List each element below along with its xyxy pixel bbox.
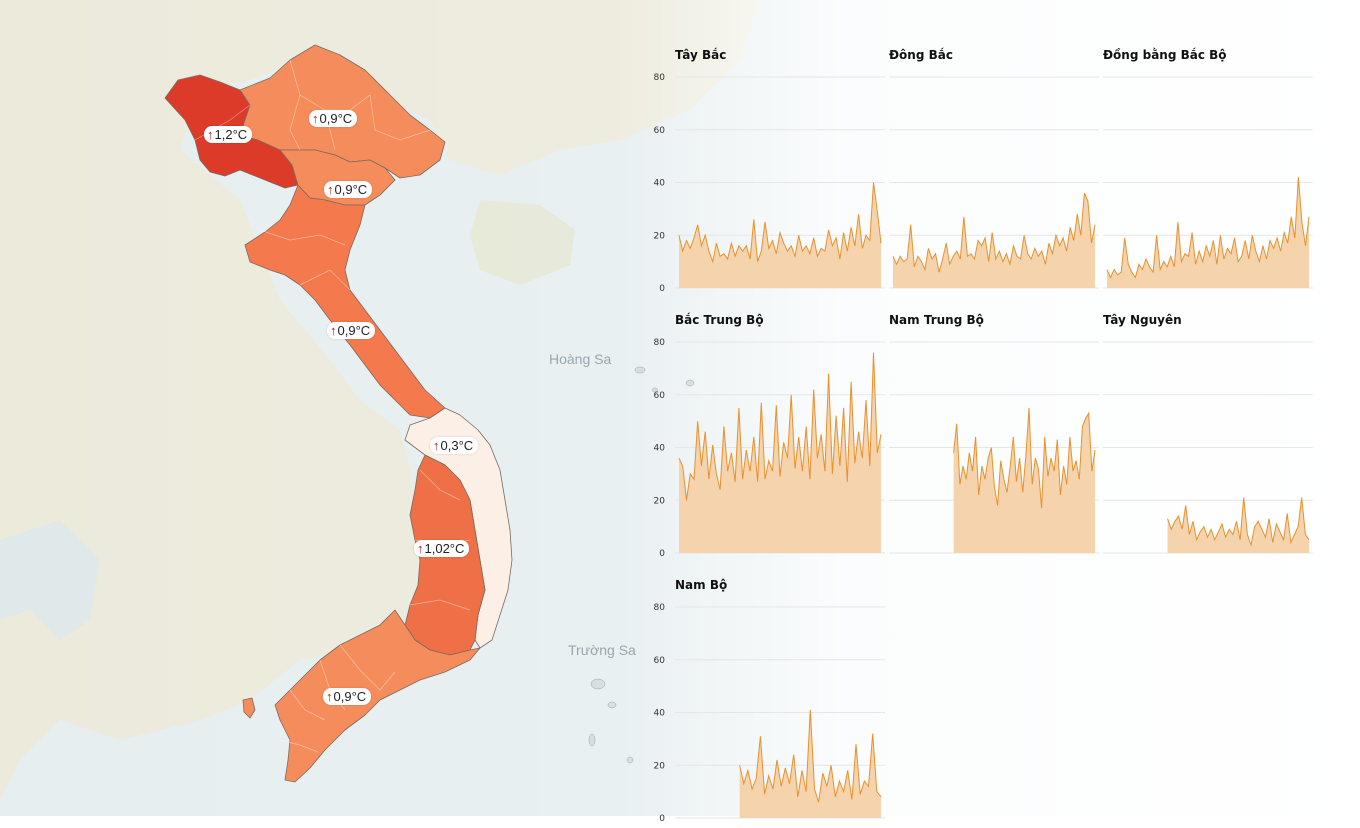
y-tick-label: 20 bbox=[654, 496, 666, 506]
y-tick-label: 60 bbox=[654, 391, 666, 401]
chart-title: Tây Nguyên bbox=[1103, 313, 1182, 327]
series-line bbox=[739, 709, 882, 803]
area-chart: 0 20 40 60 80 bbox=[654, 338, 885, 559]
chart-title: Nam Trung Bộ bbox=[889, 313, 984, 327]
chart-title: Tây Bắc bbox=[675, 48, 727, 62]
area-chart bbox=[1103, 341, 1313, 554]
series-line bbox=[1167, 497, 1310, 548]
series-line bbox=[892, 192, 1096, 273]
temp-label-nam-bo: ↑0,9°C bbox=[323, 688, 372, 705]
y-tick-label: 40 bbox=[654, 709, 666, 719]
temp-value: 0,3°C bbox=[440, 438, 474, 453]
chart-panel: Tây Nguyên bbox=[1103, 313, 1333, 563]
region-nam-bo-island bbox=[242, 697, 256, 719]
y-tick-label: 20 bbox=[654, 231, 666, 241]
area-chart: 0 20 40 60 80 bbox=[654, 73, 885, 294]
chart-title: Nam Bộ bbox=[675, 578, 728, 592]
temp-value: 1,2°C bbox=[214, 127, 248, 142]
area-fill bbox=[893, 193, 1095, 288]
arrow-up-icon: ↑ bbox=[433, 438, 440, 453]
temp-value: 0,9°C bbox=[319, 111, 353, 126]
y-tick-label: 0 bbox=[659, 549, 665, 559]
y-tick-label: 0 bbox=[659, 284, 665, 294]
series-line bbox=[953, 407, 1096, 509]
area-fill bbox=[739, 709, 881, 818]
chart-title: Đồng bằng Bắc Bộ bbox=[1103, 48, 1227, 62]
chart-panel: Nam Trung Bộ bbox=[889, 313, 1119, 563]
temp-label-bac-trung-bo: ↑0,9°C bbox=[327, 322, 376, 339]
arrow-up-icon: ↑ bbox=[327, 182, 334, 197]
area-chart bbox=[1103, 76, 1313, 289]
y-tick-label: 60 bbox=[654, 126, 666, 136]
temp-value: 0,9°C bbox=[337, 323, 371, 338]
arrow-up-icon: ↑ bbox=[207, 127, 214, 142]
temp-label-dong-bac: ↑0,9°C bbox=[309, 110, 358, 127]
chart-panel: Đông Bắc bbox=[889, 48, 1119, 298]
area-chart bbox=[889, 76, 1099, 289]
place-label-truong-sa: Trường Sa bbox=[568, 642, 636, 658]
y-tick-label: 80 bbox=[654, 73, 666, 83]
y-tick-label: 80 bbox=[654, 338, 666, 348]
chart-panel: Đồng bằng Bắc Bộ bbox=[1103, 48, 1333, 298]
temp-value: 0,9°C bbox=[333, 689, 367, 704]
chart-panel: Nam Bộ 0 20 40 60 80 bbox=[654, 578, 905, 828]
region-bac-trung-bo[interactable] bbox=[244, 184, 446, 419]
area-chart bbox=[889, 341, 1099, 554]
chart-title: Đông Bắc bbox=[889, 48, 953, 62]
chart-title: Bắc Trung Bộ bbox=[675, 313, 764, 327]
arrow-up-icon: ↑ bbox=[330, 323, 337, 338]
y-tick-label: 20 bbox=[654, 761, 666, 771]
series-line bbox=[678, 352, 882, 501]
arrow-up-icon: ↑ bbox=[417, 541, 424, 556]
series-line bbox=[1106, 177, 1310, 279]
temp-value: 1,02°C bbox=[424, 541, 465, 556]
area-fill bbox=[679, 352, 881, 553]
chart-panel: Bắc Trung Bộ 0 20 40 60 80 bbox=[654, 313, 905, 563]
y-tick-label: 40 bbox=[654, 444, 666, 454]
temp-label-nam-trung-bo: ↑0,3°C bbox=[430, 437, 479, 454]
y-tick-label: 80 bbox=[654, 603, 666, 613]
series-line bbox=[678, 182, 882, 264]
y-tick-label: 60 bbox=[654, 656, 666, 666]
region-nam-bo[interactable] bbox=[274, 609, 481, 783]
arrow-up-icon: ↑ bbox=[312, 111, 319, 126]
area-fill bbox=[1167, 497, 1309, 553]
temp-label-tay-bac: ↑1,2°C bbox=[204, 126, 253, 143]
arrow-up-icon: ↑ bbox=[326, 689, 333, 704]
temp-label-tay-nguyen: ↑1,02°C bbox=[414, 540, 470, 557]
temp-label-dong-bang-bac-bo: ↑0,9°C bbox=[324, 181, 373, 198]
place-label-hoang-sa: Hoàng Sa bbox=[549, 351, 612, 367]
chart-panel: Tây Bắc 0 20 40 60 80 bbox=[654, 48, 905, 298]
y-tick-label: 40 bbox=[654, 179, 666, 189]
area-fill bbox=[953, 407, 1095, 553]
temp-value: 0,9°C bbox=[334, 182, 368, 197]
